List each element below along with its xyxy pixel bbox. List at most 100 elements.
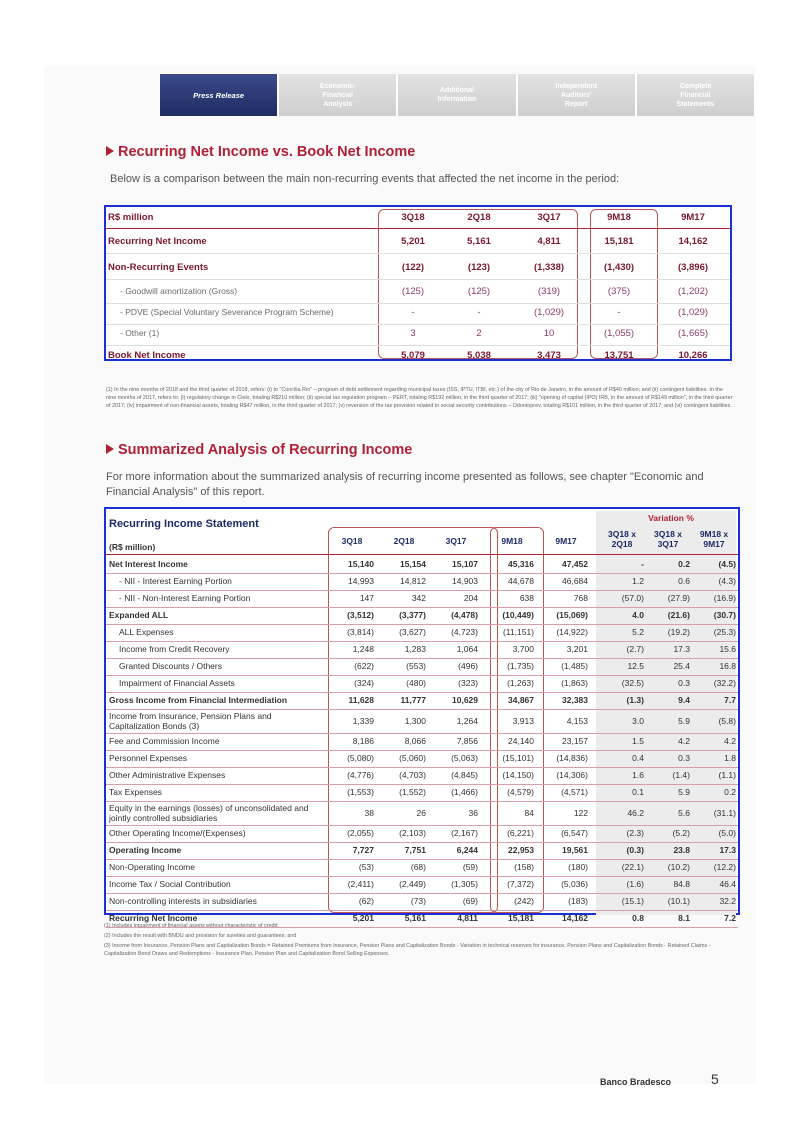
table2-row-rule xyxy=(106,641,738,642)
table2-row-rule xyxy=(106,801,738,802)
nav-tab-2[interactable]: Additional Information xyxy=(398,74,518,116)
table2-cell: (5.8) xyxy=(718,716,736,726)
table2-cell: (12.2) xyxy=(713,862,736,872)
table2-row: Gross Income from Financial Intermediati… xyxy=(106,693,738,710)
table2-row: Non-Operating Income (53) (68) (59) (158) (18… xyxy=(106,860,738,877)
table1-cell: 2 xyxy=(476,328,482,339)
table2-cell: (0.3) xyxy=(626,845,644,855)
table2-cell: 3,201 xyxy=(566,644,588,654)
table1-cell: 5,038 xyxy=(467,350,491,361)
table1-cell: (125) xyxy=(401,286,425,297)
table1-row-rule xyxy=(106,345,730,346)
table2-cell: 15,107 xyxy=(452,559,478,569)
table1-cell: 3,473 xyxy=(537,350,561,361)
nav-tab-0[interactable]: Press Release xyxy=(160,74,280,116)
table2-row-label: Expanded ALL xyxy=(109,610,169,620)
nav-tab-4[interactable]: Complete Financial Statements xyxy=(636,74,757,116)
table2-cell: (1,863) xyxy=(561,678,588,688)
table1-cell: (3,896) xyxy=(677,262,709,273)
table2-cell: (21.6) xyxy=(667,610,690,620)
section1-intro: Below is a comparison between the main n… xyxy=(110,173,620,185)
page-number: 5 xyxy=(711,1071,719,1087)
table2-cell: (11,151) xyxy=(502,627,534,637)
table2-cell: (4,703) xyxy=(399,770,426,780)
table2-cell: (4,478) xyxy=(451,610,478,620)
table2-cell: 15,154 xyxy=(400,559,426,569)
table1-header-rule xyxy=(106,228,730,229)
table2-cell: 1,300 xyxy=(404,716,426,726)
table2-cell: 47,452 xyxy=(562,559,588,569)
table1-cell: 10,266 xyxy=(678,350,708,361)
table2-cell: (4,571) xyxy=(561,787,588,797)
table2-row-rule xyxy=(106,658,738,659)
table2-col-header: 2Q18 xyxy=(393,536,415,546)
table2-row-rule xyxy=(106,842,738,843)
table2-cell: (2,449) xyxy=(399,879,426,889)
table2-cell: (25.3) xyxy=(713,627,736,637)
table2-cell: (5,080) xyxy=(347,753,374,763)
table2-row-rule xyxy=(106,767,738,768)
table2-cell: 147 xyxy=(359,593,374,603)
table1-cell: (1,029) xyxy=(677,307,709,318)
table2-row: Personnel Expenses (5,080) (5,060) (5,063) (… xyxy=(106,751,738,768)
table2-cell: (10,449) xyxy=(502,610,534,620)
table2-cell: 7,727 xyxy=(352,845,374,855)
table2-cell: (57.0) xyxy=(621,593,644,603)
table2-cell: 32.2 xyxy=(719,896,736,906)
table2-cell: (2,055) xyxy=(347,828,374,838)
table2-row-label: Equity in the earnings (losses) of uncon… xyxy=(109,803,309,823)
table2-cell: (4,579) xyxy=(507,787,534,797)
table1-col-header: 9M18 xyxy=(607,212,631,223)
table2-cell: 7.7 xyxy=(724,695,736,705)
table1-row-label: - PDVE (Special Voluntary Severance Prog… xyxy=(120,307,334,317)
table2-row: Income from Credit Recovery 1,248 1,283 1,0… xyxy=(106,642,738,659)
table2-row: Income Tax / Social Contribution (2,411) (… xyxy=(106,877,738,894)
column-group-ytd xyxy=(590,209,658,359)
section1-footnote: (1) In the nine months of 2018 and the t… xyxy=(106,387,733,409)
table2-cell: (158) xyxy=(514,862,534,872)
table2-cell: 1.5 xyxy=(632,736,644,746)
table2-row-rule xyxy=(106,607,738,608)
table1-cell: 4,811 xyxy=(537,236,561,247)
table2-row: Fee and Commission Income 8,186 8,066 7,856… xyxy=(106,734,738,751)
table2-row-label: Tax Expenses xyxy=(109,787,162,797)
table1-cell: 3 xyxy=(410,328,416,339)
table2-cell: (32.2) xyxy=(713,678,736,688)
table1-row: Book Net Income 5,079 5,038 3,473 13,751 10,2… xyxy=(106,347,730,367)
section-navbar: Press Release Economic- Financial Analysi… xyxy=(160,74,757,116)
table2-cell: 204 xyxy=(463,593,478,603)
table2-cell: (2,411) xyxy=(347,879,374,889)
recurring-income-statement-table: Recurring Income Statement (R$ million) Va… xyxy=(104,507,740,928)
table1-header-row: R$ million 3Q18 2Q18 3Q17 9M18 9M17 xyxy=(106,209,730,229)
table2-cell: 8,066 xyxy=(404,736,426,746)
table2-cell: 4.2 xyxy=(678,736,690,746)
table2-cell: (3,814) xyxy=(347,627,374,637)
table2-row-rule xyxy=(106,709,738,710)
table2-cell: 0.3 xyxy=(678,753,690,763)
table1-cell: - xyxy=(411,307,415,318)
table2-cell: (73) xyxy=(410,896,426,906)
nav-tab-1[interactable]: Economic- Financial Analysis xyxy=(279,74,399,116)
table2-cell: 22,953 xyxy=(508,845,534,855)
table1-col-header: 2Q18 xyxy=(467,212,491,223)
table2-row-label: Granted Discounts / Others xyxy=(119,661,222,671)
table2-cell: (6,221) xyxy=(507,828,534,838)
table2-cell: (6,547) xyxy=(561,828,588,838)
table2-cell: 17.3 xyxy=(719,845,736,855)
table2-cell: - xyxy=(641,559,644,569)
table2-cell: (22.1) xyxy=(621,862,644,872)
nav-tab-3[interactable]: Independent Auditors' Report xyxy=(517,74,637,116)
table2-cell: 14,812 xyxy=(400,576,426,586)
table2-cell: 768 xyxy=(573,593,588,603)
table2-col-header: 9M17 xyxy=(555,536,577,546)
table2-cell: 14,993 xyxy=(348,576,374,586)
table1-cell: (1,202) xyxy=(677,286,709,297)
table2-cell: (4,776) xyxy=(347,770,374,780)
table1-row-rule xyxy=(106,279,730,280)
table2-cell: 23.8 xyxy=(673,845,690,855)
table2-cell: 10,629 xyxy=(452,695,478,705)
table2-cell: 19,561 xyxy=(562,845,588,855)
table2-cell: 1,248 xyxy=(352,644,374,654)
table2-row-label: Income from Credit Recovery xyxy=(119,644,230,654)
table2-row: Recurring Net Income 5,201 5,161 4,811 15,18… xyxy=(106,911,738,928)
